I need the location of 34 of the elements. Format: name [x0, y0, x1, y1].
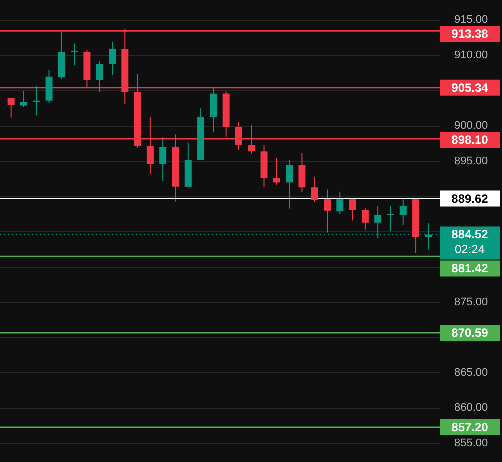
candlestick	[109, 42, 116, 76]
candlestick	[349, 199, 356, 222]
candlestick	[20, 90, 28, 108]
candlestick	[33, 86, 40, 116]
candlestick	[8, 98, 15, 118]
y-tick-label: 875.00	[454, 296, 488, 308]
candlestick	[324, 189, 331, 234]
candlestick	[298, 152, 306, 194]
y-tick-label: 910.00	[454, 50, 488, 62]
y-tick-label: 895.00	[454, 155, 488, 168]
candlestick	[46, 70, 53, 104]
candlestick	[311, 176, 318, 203]
candlestick	[362, 208, 369, 230]
text: 02:24	[454, 242, 486, 257]
candlestick	[210, 88, 218, 134]
y-tick-label: 915.00	[454, 14, 488, 26]
ref-line-label: 857.20	[452, 420, 489, 434]
ref-line-label: 881.42	[452, 262, 489, 276]
y-tick-label: 865.00	[454, 366, 488, 379]
ref-line-label: 913.38	[452, 27, 489, 42]
y-tick-label: 855.00	[454, 437, 488, 450]
ref-line-label: 898.10	[452, 133, 489, 148]
ref-line-label: 889.62	[452, 192, 489, 206]
y-tick-label: 860.00	[454, 402, 488, 414]
ref-line-label: 884.52	[452, 228, 489, 242]
candlestick	[273, 157, 280, 186]
ref-line-label: 870.59	[452, 326, 489, 340]
y-tick-label: 900.00	[454, 120, 488, 132]
candlestick	[336, 191, 344, 215]
ref-line-label: 905.34	[452, 80, 489, 95]
candlestick	[286, 160, 294, 210]
candlestick	[400, 199, 407, 226]
candlestick	[96, 60, 104, 93]
candlestick	[160, 137, 167, 182]
